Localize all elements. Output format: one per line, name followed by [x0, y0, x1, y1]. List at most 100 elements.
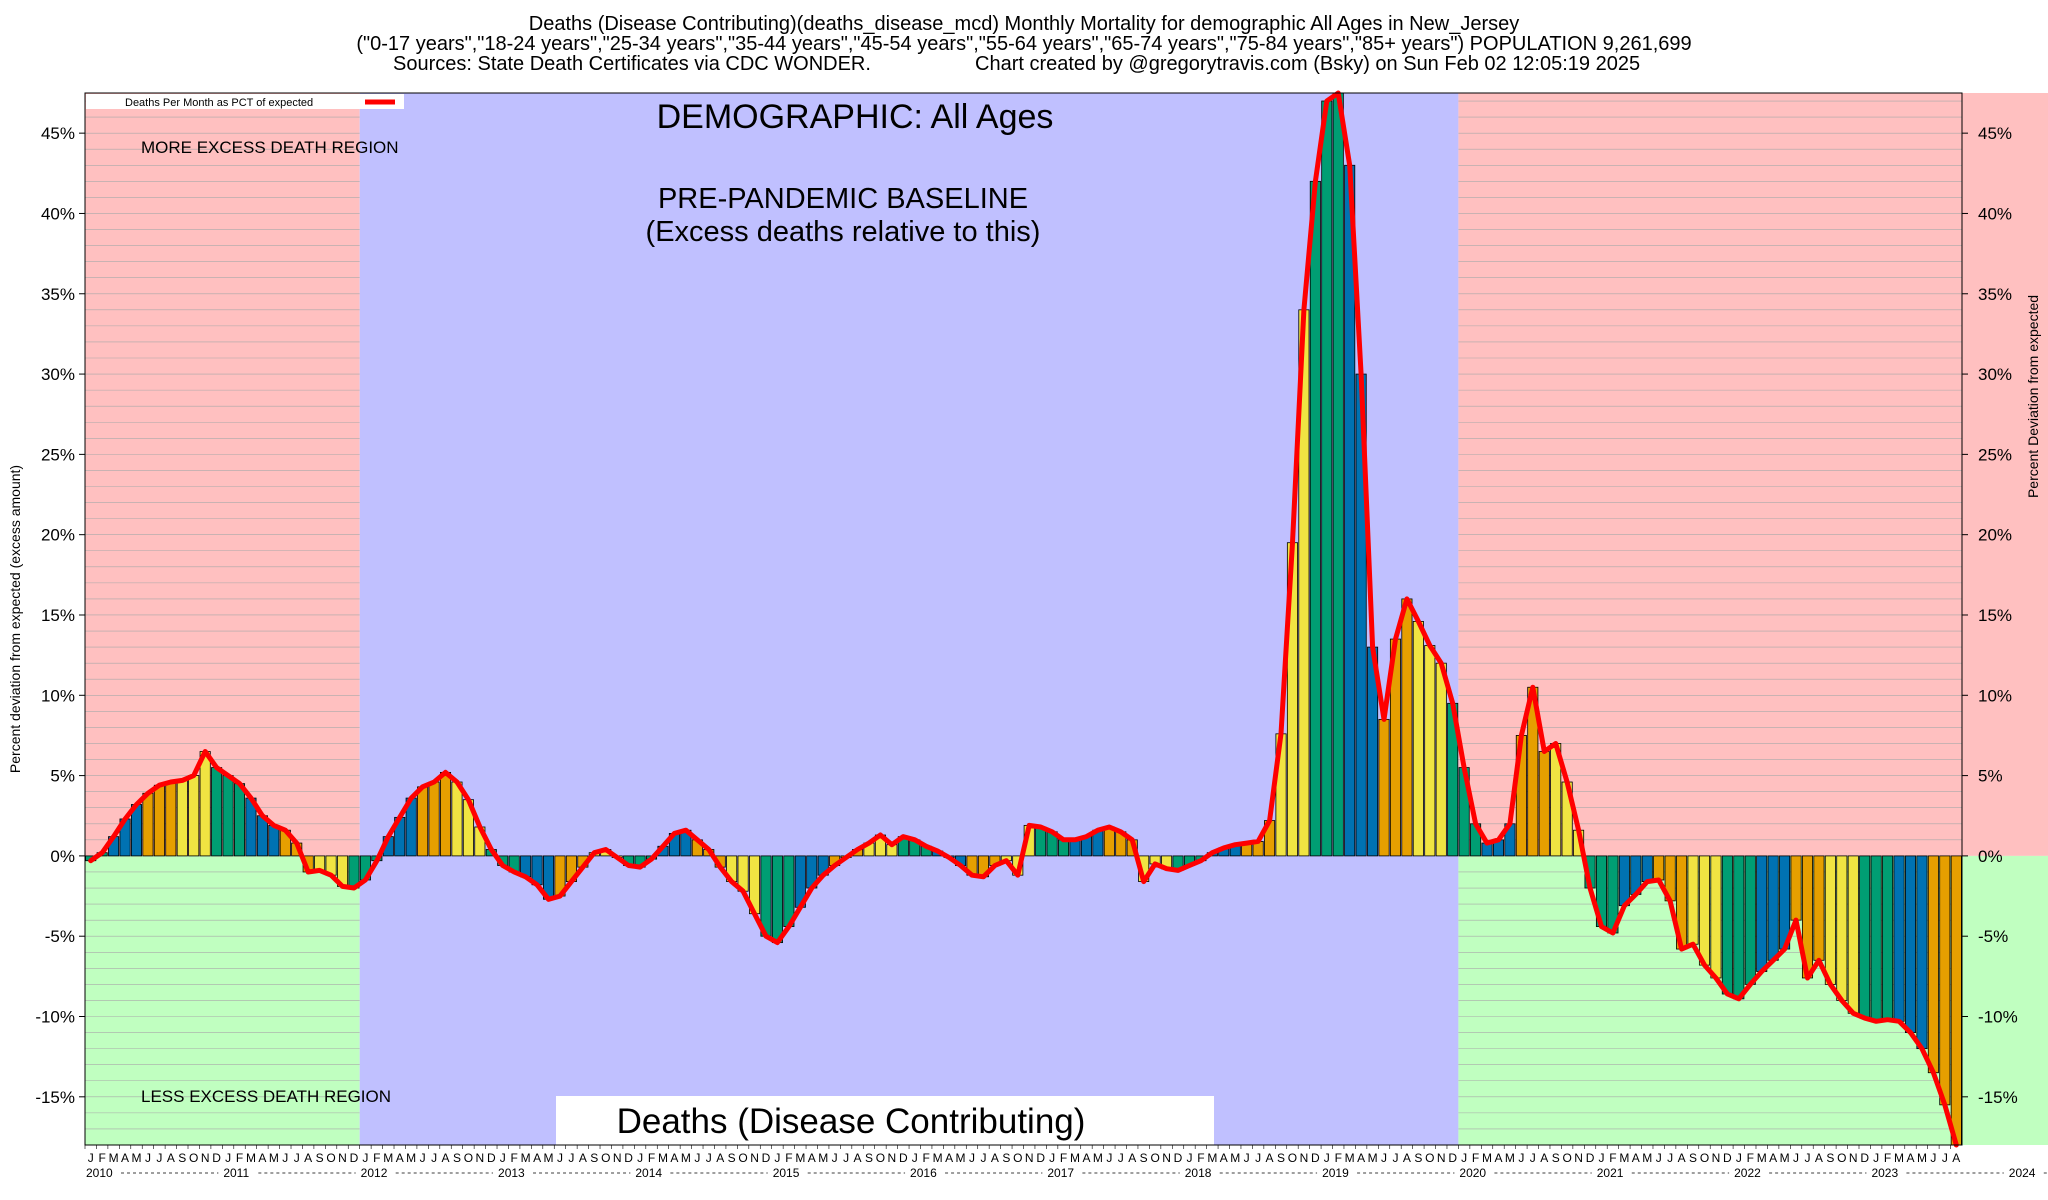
credit-text: Chart created by @gregorytravis.com (Bsk… [975, 53, 1641, 75]
x-month-label: D [1448, 1151, 1457, 1165]
x-month-label: O [1013, 1151, 1022, 1165]
x-month-label: A [1266, 1151, 1274, 1165]
bar [1721, 855, 1733, 995]
x-month-label: M [681, 1151, 691, 1165]
y-tick-label-left: 30% [41, 365, 75, 384]
x-month-label: J [156, 1151, 162, 1165]
x-month-label: A [396, 1151, 404, 1165]
x-month-label: J [1656, 1151, 1662, 1165]
x-month-label: O [326, 1151, 335, 1165]
x-month-label: O [1288, 1151, 1297, 1165]
y-axis-label-left: Percent deviation from expected (excess … [7, 465, 23, 773]
x-month-label: M [1207, 1151, 1217, 1165]
x-month-label: J [1049, 1151, 1055, 1165]
x-month-label: J [1942, 1151, 1948, 1165]
x-month-label: D [1036, 1151, 1045, 1165]
excess-region [1458, 93, 2048, 856]
bar [1412, 621, 1424, 857]
x-month-label: M [795, 1151, 805, 1165]
bar [199, 751, 211, 857]
x-month-label: J [1598, 1151, 1604, 1165]
bar [1687, 855, 1699, 945]
x-month-label: F [648, 1151, 655, 1165]
bar [1870, 855, 1882, 1022]
x-year-label: 2021 [1597, 1166, 1624, 1180]
x-month-label: M [383, 1151, 393, 1165]
x-month-label: J [1186, 1151, 1192, 1165]
x-month-label: A [1906, 1151, 1914, 1165]
bar [1824, 855, 1836, 985]
x-month-label: F [1609, 1151, 1616, 1165]
x-month-label: J [1518, 1151, 1524, 1165]
series-line-group [88, 90, 1959, 1148]
x-month-label: J [912, 1151, 918, 1165]
y-tick-label-right: -15% [1978, 1088, 2018, 1107]
x-year-label: 2019 [1322, 1166, 1349, 1180]
annotation-baseline-title: PRE-PANDEMIC BASELINE [658, 183, 1028, 215]
x-month-label: J [282, 1151, 288, 1165]
bar [153, 784, 165, 857]
x-month-label: J [969, 1151, 975, 1165]
x-year-label: 2012 [361, 1166, 388, 1180]
x-month-label: A [304, 1151, 312, 1165]
series-line [88, 90, 1959, 1148]
x-month-label: D [1860, 1151, 1869, 1165]
bar [1813, 855, 1825, 961]
x-year-label: 2014 [635, 1166, 662, 1180]
x-month-label: A [1403, 1151, 1411, 1165]
bar [1767, 855, 1779, 961]
x-month-label: J [145, 1151, 151, 1165]
bar [1733, 855, 1745, 1000]
axes: -15% -15% -10% -10% -5% -5% 0% 0% 5% 5% 10% 10% 15% 1… [7, 92, 2048, 1180]
bar [1618, 855, 1630, 907]
bar [1744, 855, 1756, 985]
x-month-label: A [1357, 1151, 1365, 1165]
x-year-label: 2016 [910, 1166, 937, 1180]
x-month-label: S [178, 1151, 186, 1165]
y-tick-label-right: 5% [1978, 767, 2003, 786]
x-month-label: A [579, 1151, 587, 1165]
y-tick-label-right: 25% [1978, 445, 2012, 464]
x-month-label: D [487, 1151, 496, 1165]
x-month-label: N [338, 1151, 347, 1165]
annotation-demographic: DEMOGRAPHIC: All Ages [657, 98, 1054, 136]
x-month-label: J [557, 1151, 563, 1165]
x-year-label: 2017 [1047, 1166, 1074, 1180]
x-month-label: A [1678, 1151, 1686, 1165]
x-month-label: M [1093, 1151, 1103, 1165]
x-month-label: J [420, 1151, 426, 1165]
x-month-label: S [1826, 1151, 1834, 1165]
x-month-label: M [1917, 1151, 1927, 1165]
bar [1893, 855, 1905, 1022]
y-tick-label-right: -10% [1978, 1008, 2018, 1027]
x-month-label: N [750, 1151, 759, 1165]
annotation-more-region: MORE EXCESS DEATH REGION [141, 138, 399, 157]
bar [1710, 855, 1722, 979]
bar [1035, 826, 1047, 857]
x-month-label: S [590, 1151, 598, 1165]
y-tick-label-left: -5% [45, 927, 75, 946]
legend: Deaths Per Month as PCT of expected [86, 94, 404, 109]
x-month-label: S [1552, 1151, 1560, 1165]
x-month-label: D [1174, 1151, 1183, 1165]
x-month-label: M [1619, 1151, 1629, 1165]
bar [1882, 855, 1894, 1021]
x-month-label: M [1894, 1151, 1904, 1165]
x-month-label: A [1494, 1151, 1502, 1165]
bar [1309, 180, 1321, 857]
x-month-label: F [1197, 1151, 1204, 1165]
bar [771, 855, 783, 944]
x-month-label: D [212, 1151, 221, 1165]
x-month-label: M [521, 1151, 531, 1165]
x-month-label: D [762, 1151, 771, 1165]
x-month-label: M [956, 1151, 966, 1165]
x-month-label: S [1140, 1151, 1148, 1165]
x-month-label: N [1574, 1151, 1583, 1165]
y-tick-label-left: -10% [35, 1008, 75, 1027]
x-month-label: N [1849, 1151, 1858, 1165]
x-month-label: F [1060, 1151, 1067, 1165]
x-month-label: J [706, 1151, 712, 1165]
x-month-label: N [1712, 1151, 1721, 1165]
bar [1378, 718, 1390, 857]
